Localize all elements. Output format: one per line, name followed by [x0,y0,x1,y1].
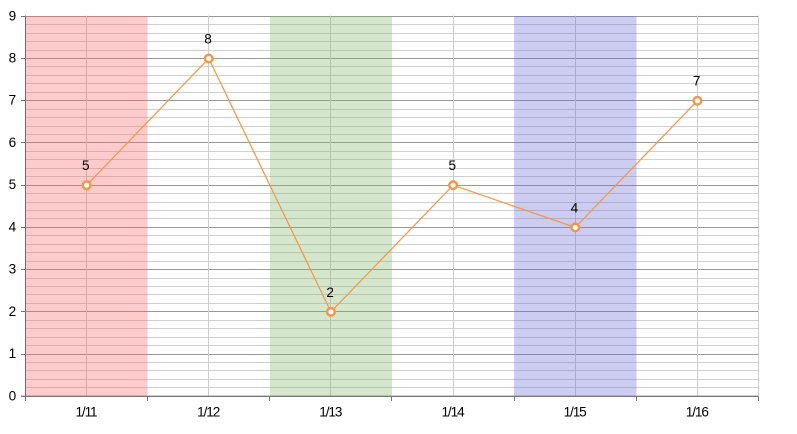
svg-text:1/12: 1/12 [197,404,220,419]
svg-text:1/16: 1/16 [686,404,709,419]
svg-text:7: 7 [693,74,701,89]
svg-text:6: 6 [9,135,17,150]
svg-text:4: 4 [9,219,17,234]
svg-text:7: 7 [9,93,17,108]
svg-text:4: 4 [571,200,579,215]
svg-text:5: 5 [82,158,90,173]
svg-text:8: 8 [204,32,212,47]
svg-text:9: 9 [9,8,17,23]
svg-text:2: 2 [9,304,17,319]
svg-text:1/11: 1/11 [75,404,97,419]
svg-text:5: 5 [449,158,457,173]
svg-text:8: 8 [9,51,17,66]
svg-text:1/15: 1/15 [564,404,587,419]
svg-text:5: 5 [9,177,17,192]
svg-text:0: 0 [9,388,17,403]
svg-text:3: 3 [9,262,17,277]
svg-text:1: 1 [9,346,17,361]
svg-text:2: 2 [326,285,334,300]
svg-text:1/14: 1/14 [441,404,465,419]
svg-text:1/13: 1/13 [319,404,342,419]
